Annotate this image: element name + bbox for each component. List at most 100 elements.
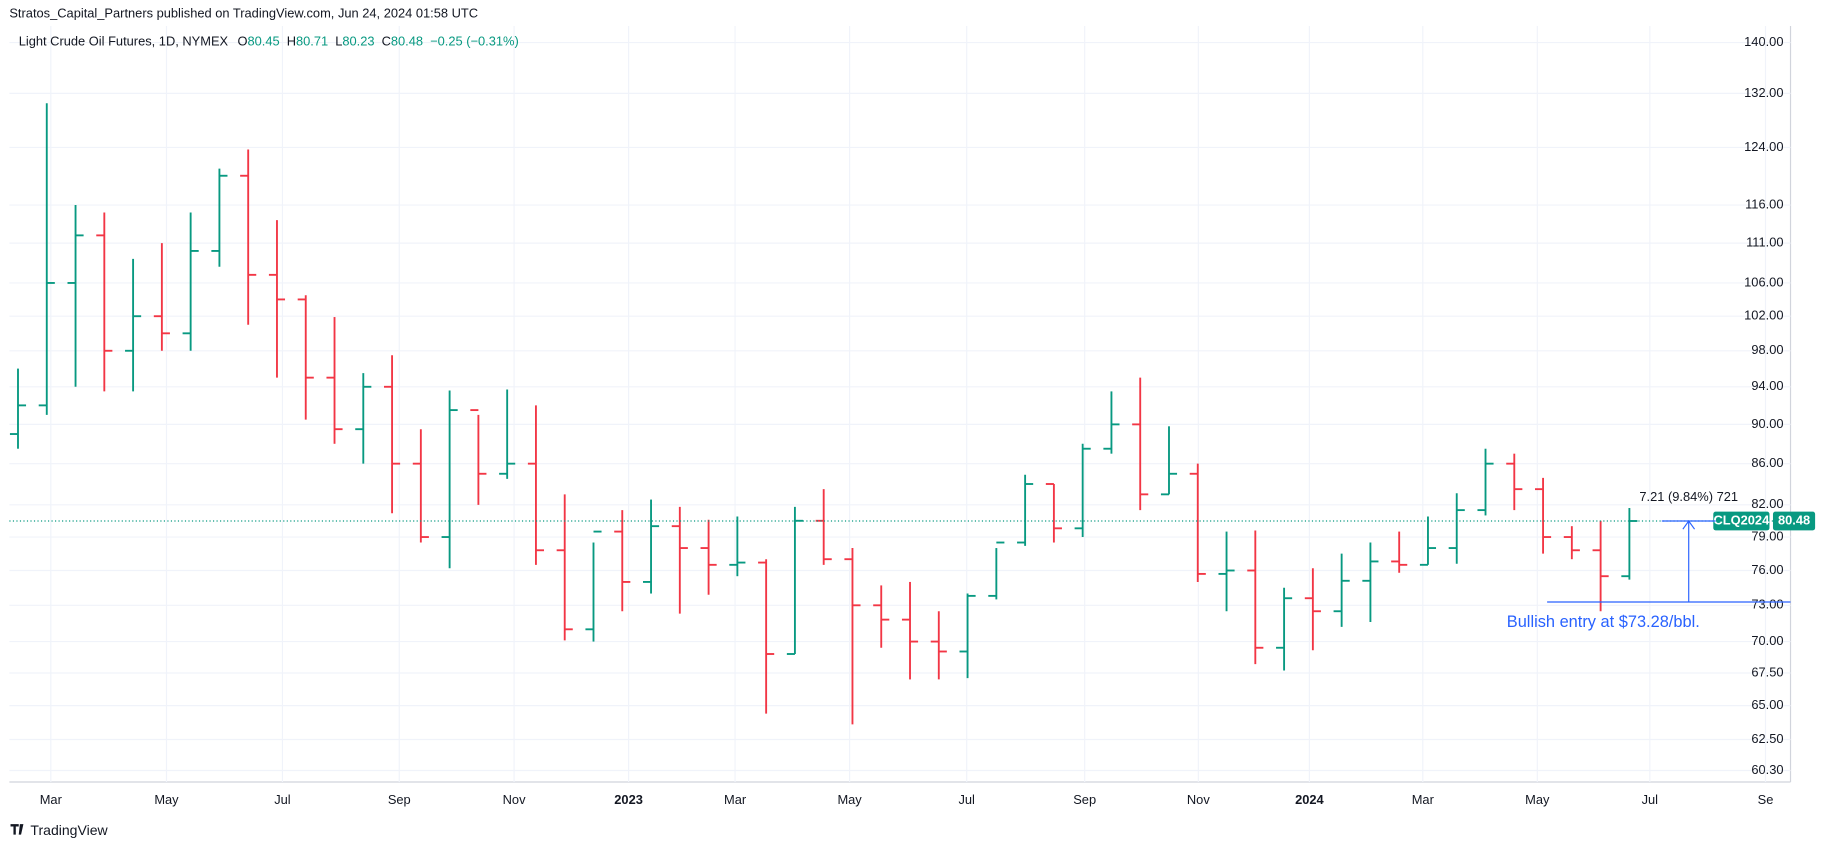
measure-label: 7.21 (9.84%) 721 bbox=[1639, 489, 1738, 504]
ohlc-bar bbox=[1592, 520, 1609, 612]
ohlc-bar bbox=[1419, 516, 1437, 566]
ohlc-bar bbox=[1391, 531, 1408, 573]
ohlc-bar bbox=[9, 368, 27, 449]
footer-logo: TradingView bbox=[10, 822, 109, 838]
ohlc-bar bbox=[527, 405, 545, 565]
ohlc-bar bbox=[1017, 474, 1034, 546]
x-tick-label: Sep bbox=[388, 792, 411, 807]
ohlc-bar bbox=[1160, 426, 1178, 496]
x-tick-label: May bbox=[1525, 792, 1550, 807]
x-tick-label: Nov bbox=[1187, 792, 1210, 807]
y-tick-label: 70.00 bbox=[1751, 633, 1783, 648]
ohlc-bar bbox=[556, 494, 573, 641]
legend-value: 80.48 bbox=[391, 34, 423, 49]
y-tick-label: 90.00 bbox=[1751, 416, 1783, 431]
ohlc-bar bbox=[38, 103, 55, 415]
symbol: Light Crude Oil Futures, 1D, NYMEX bbox=[19, 34, 229, 49]
ohlc-bar bbox=[297, 295, 314, 420]
ohlc-bar bbox=[1448, 493, 1465, 564]
y-tick-label: 65.00 bbox=[1751, 697, 1783, 712]
ohlc-bar bbox=[1189, 463, 1206, 582]
ohlc-bar bbox=[1477, 448, 1494, 516]
y-tick-label: 60.30 bbox=[1751, 762, 1783, 777]
legend-value: 80.71 bbox=[296, 34, 328, 49]
ohlc-bar bbox=[240, 149, 257, 325]
y-tick-label: 73.00 bbox=[1751, 597, 1783, 612]
ohlc-bar bbox=[1132, 377, 1149, 511]
publisher: Stratos_Capital_Partners published on Tr… bbox=[9, 6, 478, 21]
y-tick-label: 124.00 bbox=[1744, 139, 1783, 154]
price-label: 80.48 bbox=[1778, 512, 1810, 527]
ohlc-bar bbox=[1563, 526, 1580, 560]
ohlc-bar bbox=[1304, 568, 1321, 651]
legend-key: H bbox=[287, 34, 296, 49]
x-tick-label: Nov bbox=[503, 792, 526, 807]
x-tick-label: May bbox=[837, 792, 862, 807]
x-tick-label: May bbox=[154, 792, 179, 807]
x-tick-label: Mar bbox=[40, 792, 63, 807]
ohlc-bar bbox=[614, 510, 631, 612]
ohlc-bar bbox=[499, 389, 516, 479]
x-tick-label: Jul bbox=[1642, 792, 1658, 807]
ohlc-bar bbox=[930, 611, 947, 680]
y-tick-label: 116.00 bbox=[1745, 196, 1783, 211]
ticker-badge bbox=[1713, 511, 1770, 531]
ohlc-bar bbox=[844, 548, 861, 725]
ohlc-bar bbox=[96, 212, 113, 392]
y-tick-label: 94.00 bbox=[1751, 378, 1783, 393]
ohlc-bar bbox=[470, 409, 487, 505]
x-tick-label: Jul bbox=[274, 792, 290, 807]
y-tick-label: 140.00 bbox=[1744, 34, 1783, 49]
ohlc-bar bbox=[355, 373, 372, 464]
ohlc-bar bbox=[441, 390, 458, 569]
y-tick-label: 132.00 bbox=[1744, 85, 1783, 100]
ohlc-bar bbox=[959, 593, 976, 679]
ohlc-bar bbox=[326, 317, 343, 444]
y-tick-label: 98.00 bbox=[1751, 342, 1783, 357]
ohlc-bar bbox=[1362, 542, 1379, 623]
ohlc-bar bbox=[67, 205, 84, 387]
ohlc-bar bbox=[642, 499, 660, 594]
ohlc-bar bbox=[758, 559, 775, 714]
ticker-label: CLQ2024 bbox=[1713, 512, 1770, 527]
legend-key: O bbox=[237, 34, 247, 49]
y-tick-label: 111.00 bbox=[1746, 235, 1783, 250]
ohlc-bar bbox=[1103, 391, 1120, 454]
ohlc-bar bbox=[211, 168, 228, 267]
ohlc-bar bbox=[1333, 553, 1350, 627]
ohlc-bar bbox=[729, 516, 746, 577]
price-badge bbox=[1772, 511, 1816, 531]
ohlc-bar bbox=[901, 581, 919, 680]
ohlc-bar bbox=[182, 212, 199, 351]
x-tick-label: Se bbox=[1758, 792, 1774, 807]
ohlc-bar bbox=[1621, 507, 1638, 580]
y-tick-label: 62.50 bbox=[1751, 731, 1783, 746]
ohlc-bar bbox=[1247, 530, 1264, 665]
legend-key: L bbox=[335, 34, 342, 49]
y-tick-label: 82.00 bbox=[1751, 496, 1783, 511]
ohlc-bar bbox=[125, 258, 142, 392]
x-tick-label: Jul bbox=[958, 792, 974, 807]
y-tick-label: 102.00 bbox=[1744, 308, 1783, 323]
legend-value: 80.45 bbox=[248, 34, 280, 49]
ohlc-bar bbox=[153, 243, 170, 351]
x-tick-label: Mar bbox=[724, 792, 747, 807]
legend-change: −0.25 (−0.31%) bbox=[430, 34, 519, 49]
ohlc-bar bbox=[1074, 443, 1091, 538]
legend: Light Crude Oil Futures, 1D, NYMEX O80.45… bbox=[19, 34, 519, 49]
ohlc-bar bbox=[988, 541, 1005, 600]
ohlc-bar bbox=[1506, 453, 1523, 511]
y-tick-label: 67.50 bbox=[1751, 664, 1783, 679]
x-tick-label: 2024 bbox=[1295, 792, 1324, 807]
legend-value: 80.23 bbox=[342, 34, 374, 49]
ohlc-bar bbox=[585, 530, 602, 642]
legend-key: C bbox=[382, 34, 391, 49]
brand: TradingView bbox=[30, 822, 108, 838]
ohlc-bar bbox=[873, 585, 890, 648]
ohlc-bar bbox=[412, 429, 429, 543]
x-tick-label: Mar bbox=[1412, 792, 1435, 807]
ohlc-bar bbox=[671, 506, 688, 614]
annotation: Bullish entry at $73.28/bbl. bbox=[1507, 613, 1700, 631]
y-tick-label: 86.00 bbox=[1751, 455, 1783, 470]
